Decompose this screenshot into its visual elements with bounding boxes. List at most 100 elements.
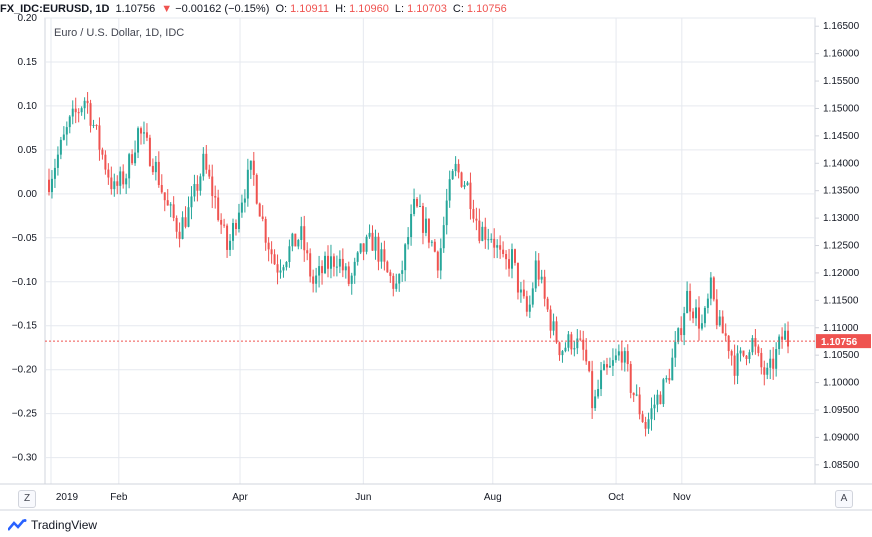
candle-body: [48, 179, 50, 193]
candle-body: [282, 267, 285, 271]
candle-body: [365, 236, 368, 252]
candle-body: [487, 239, 490, 241]
candle-body: [125, 178, 128, 185]
candle-body: [350, 275, 353, 284]
candle-body: [128, 154, 131, 179]
candle-body: [77, 112, 80, 114]
candle-body: [484, 226, 487, 240]
x-axis-tick: Jun: [355, 492, 371, 503]
candle-body: [697, 307, 700, 329]
candle-body: [371, 232, 374, 251]
candle-body: [668, 378, 671, 381]
right-axis-tick: 1.11500: [823, 295, 859, 306]
candle-body: [297, 239, 300, 247]
candle-body: [104, 154, 107, 170]
right-axis-tick: 1.15000: [823, 103, 860, 114]
candle-body: [306, 250, 309, 254]
candle-body: [736, 353, 739, 376]
candle-body: [273, 254, 276, 265]
candle-body: [576, 338, 579, 349]
candle-body: [534, 260, 537, 289]
candle-body: [56, 154, 59, 168]
candle-body: [671, 357, 674, 381]
candle-body: [706, 298, 709, 308]
high-label: H:: [335, 3, 347, 15]
candle-body: [511, 249, 514, 269]
auto-scale-button[interactable]: A: [835, 490, 853, 508]
candle-body: [214, 196, 217, 198]
candle-body: [300, 226, 303, 240]
tradingview-brand[interactable]: TradingView: [8, 518, 97, 532]
x-axis-tick: Feb: [110, 492, 128, 503]
candle-body: [338, 258, 341, 267]
tradingview-logo-icon: [8, 519, 27, 531]
right-axis-tick: 1.16500: [823, 21, 860, 32]
candle-body: [190, 196, 193, 208]
candle-body: [531, 288, 534, 305]
zoom-button[interactable]: Z: [18, 490, 36, 508]
candle-body: [588, 361, 591, 372]
candle-body: [680, 328, 683, 336]
candle-body: [766, 367, 769, 375]
candle-body: [294, 233, 297, 247]
candle-body: [591, 371, 594, 409]
candle-body: [689, 290, 692, 312]
candle-body: [709, 277, 712, 299]
left-axis-tick: 0.10: [18, 101, 38, 112]
candle-body: [718, 316, 721, 326]
candle-body: [665, 378, 668, 380]
candle-body: [490, 238, 493, 240]
candle-body: [558, 342, 561, 356]
candle-body: [335, 266, 338, 268]
candle-body: [193, 184, 196, 197]
candle-body: [608, 365, 611, 368]
candle-body: [683, 313, 686, 336]
candle-body: [552, 321, 555, 331]
last-price: 1.10756: [115, 3, 156, 15]
right-axis-tick: 1.12000: [823, 268, 860, 279]
candle-body: [154, 161, 157, 173]
candle-body: [211, 176, 214, 197]
candle-body: [285, 262, 288, 268]
candle-body: [721, 316, 724, 334]
candle-body: [279, 270, 282, 273]
candle-body: [303, 226, 306, 251]
candle-body: [522, 289, 525, 297]
candle-body: [356, 252, 359, 262]
candle-body: [312, 276, 315, 284]
candle-body: [288, 246, 291, 263]
candle-body: [499, 245, 502, 250]
candle-body: [600, 370, 603, 390]
right-axis-tick: 1.09000: [823, 432, 860, 443]
right-axis-tick: 1.12500: [823, 241, 860, 252]
candle-body: [368, 232, 371, 237]
symbol-header: FX_IDC:EURUSD, 1D 1.10756 ▼ −0.00162 (−0.…: [0, 0, 872, 18]
candle-body: [493, 238, 496, 248]
candle-body: [220, 219, 223, 225]
candle-body: [570, 334, 573, 350]
symbol-title[interactable]: FX_IDC:EURUSD, 1D: [0, 3, 110, 15]
candle-body: [751, 338, 754, 353]
candle-body: [62, 134, 65, 140]
candle-body: [513, 249, 516, 263]
candle-body: [555, 321, 558, 343]
candle-body: [270, 249, 273, 255]
candle-body: [50, 178, 53, 193]
x-axis-tick: Apr: [232, 492, 248, 503]
candle-body: [436, 251, 439, 271]
candle-body: [745, 355, 748, 359]
candle-body: [413, 198, 416, 214]
right-axis-tick: 1.14500: [823, 131, 860, 142]
open-label: O:: [275, 3, 288, 15]
candle-body: [614, 355, 617, 361]
candle-body: [169, 204, 172, 206]
candle-body: [454, 163, 457, 172]
candle-body: [392, 275, 395, 289]
candle-body: [481, 226, 484, 241]
candle-body: [163, 192, 166, 201]
candle-body: [579, 338, 582, 340]
candle-body: [519, 289, 522, 293]
left-axis-tick: 0.20: [18, 13, 38, 24]
candle-body: [249, 160, 252, 170]
